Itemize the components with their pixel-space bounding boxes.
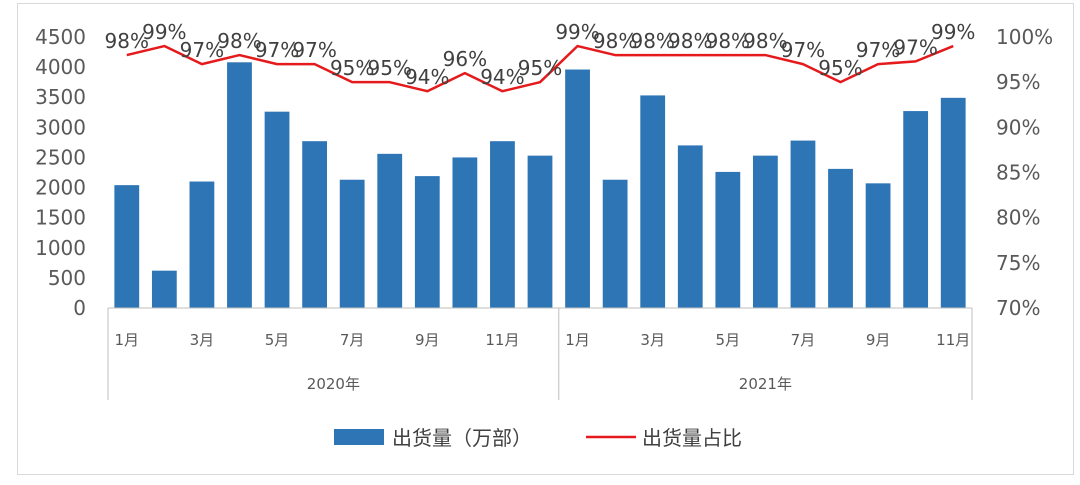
legend-bar-label: 出货量（万部）	[392, 426, 532, 450]
line-data-label: 98%	[630, 29, 674, 53]
bar-20	[828, 168, 853, 308]
bar-12	[527, 155, 553, 308]
share-line	[126, 44, 954, 93]
line-data-label: 98%	[217, 29, 261, 53]
bar-6	[302, 141, 328, 308]
bar-5	[264, 111, 290, 308]
bar-10	[452, 157, 478, 308]
x-tick-label: 9月	[415, 331, 440, 349]
y-right-tick-label: 85%	[996, 161, 1040, 185]
y-left-tick-label: 3500	[35, 85, 86, 109]
line-data-label: 97%	[292, 38, 336, 62]
line-data-label: 95%	[518, 56, 562, 80]
line-data-label: 98%	[743, 29, 787, 53]
y-right-tick-label: 90%	[996, 115, 1040, 139]
y-right-tick-label: 70%	[996, 296, 1040, 320]
y-right-tick-label: 95%	[996, 70, 1040, 94]
bar-22	[903, 111, 929, 308]
x-tick-label: 5月	[716, 331, 741, 349]
y-left-tick-label: 4000	[35, 55, 86, 79]
line-data-label: 98%	[668, 29, 712, 53]
bar-14	[602, 179, 628, 308]
y-left-tick-label: 4500	[35, 25, 86, 49]
line-data-label: 99%	[555, 20, 599, 44]
year-label: 2020年	[307, 375, 360, 393]
bar-16	[677, 145, 703, 308]
line-data-label: 95%	[818, 56, 862, 80]
y-left-tick-label: 1000	[35, 236, 86, 260]
bar-7	[339, 179, 365, 308]
bar-18	[752, 155, 778, 308]
x-tick-label: 11月	[485, 331, 519, 349]
bar-11	[490, 141, 515, 308]
legend-line-label: 出货量占比	[642, 426, 742, 450]
line-data-label: 99%	[931, 20, 975, 44]
x-tick-label: 7月	[340, 331, 365, 349]
bar-17	[715, 171, 741, 308]
line-data-label: 97%	[255, 38, 299, 62]
line-data-label: 98%	[706, 29, 750, 53]
x-tick-label: 9月	[866, 331, 891, 349]
line-data-label: 99%	[142, 20, 186, 44]
line-data-label: 96%	[443, 47, 487, 71]
bar-1	[114, 185, 140, 308]
line-data-label: 97%	[893, 35, 937, 59]
bar-19	[790, 140, 816, 308]
legend-bar-swatch	[334, 429, 384, 445]
line-data-label: 97%	[180, 38, 224, 62]
bar-2	[151, 270, 177, 308]
x-tick-label: 1月	[115, 331, 140, 349]
y-right-tick-label: 100%	[996, 25, 1053, 49]
y-left-tick-label: 2000	[35, 176, 86, 200]
line-data-label: 97%	[856, 38, 900, 62]
year-label: 2021年	[739, 375, 792, 393]
line-data-label: 98%	[593, 29, 637, 53]
x-tick-label: 3月	[640, 331, 665, 349]
bar-21	[865, 183, 891, 308]
bar-4	[227, 62, 252, 308]
y-left-tick-label: 500	[48, 266, 86, 290]
line-data-label: 95%	[330, 56, 374, 80]
line-data-label: 97%	[781, 38, 825, 62]
y-right-tick-label: 75%	[996, 251, 1040, 275]
y-left-tick-label: 3000	[35, 115, 86, 139]
bar-15	[640, 95, 666, 308]
line-data-label: 98%	[105, 29, 149, 53]
x-tick-label: 3月	[190, 331, 215, 349]
y-left-tick-label: 2500	[35, 145, 86, 169]
line-data-label: 95%	[368, 56, 412, 80]
bar-9	[414, 176, 440, 308]
bar-23	[940, 97, 966, 308]
x-tick-label: 7月	[791, 331, 816, 349]
bar-3	[189, 181, 215, 308]
x-tick-label: 1月	[565, 331, 590, 349]
line-data-label: 94%	[405, 65, 449, 89]
x-tick-label: 11月	[936, 331, 970, 349]
y-right-tick-label: 80%	[996, 206, 1040, 230]
bar-13	[565, 69, 590, 309]
x-tick-label: 5月	[265, 331, 290, 349]
y-left-tick-label: 1500	[35, 206, 86, 230]
bar-8	[377, 153, 403, 308]
y-left-tick-label: 0	[73, 296, 86, 320]
line-data-label: 94%	[480, 65, 524, 89]
